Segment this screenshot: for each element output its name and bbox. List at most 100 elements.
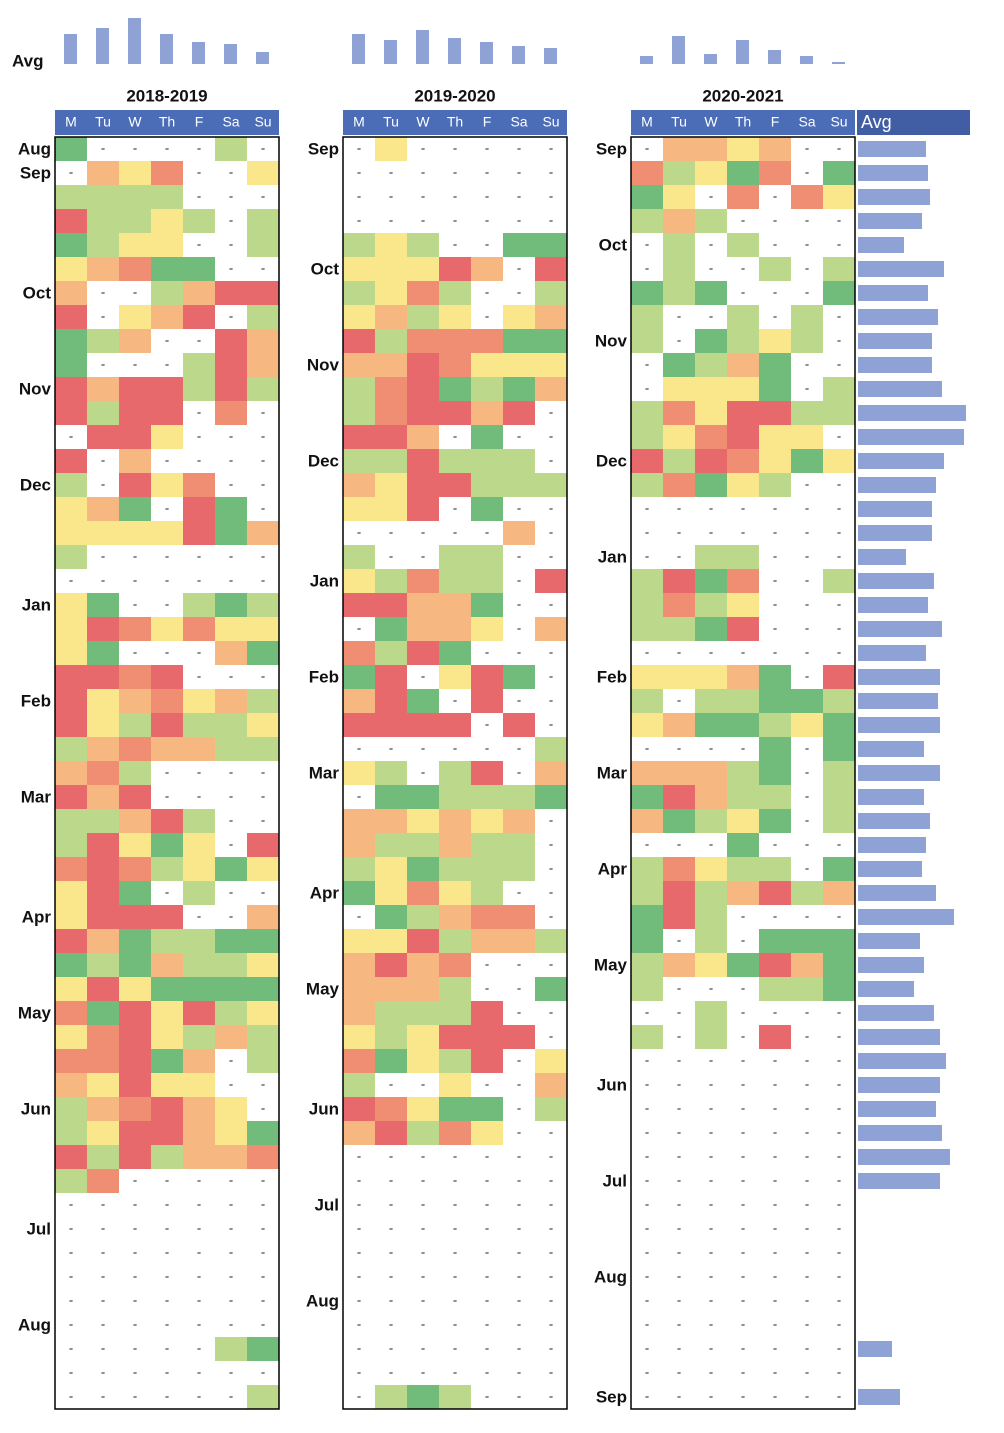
weekday-label: F (771, 114, 780, 130)
day-cell (343, 353, 375, 377)
day-cell (375, 977, 407, 1001)
day-cell (183, 1073, 215, 1097)
day-cell (87, 521, 119, 545)
day-cell (695, 593, 727, 617)
empty-day: - (197, 548, 201, 563)
empty-day: - (805, 596, 809, 611)
day-cell (631, 881, 663, 905)
empty-day: - (709, 1076, 713, 1091)
empty-day: - (517, 212, 521, 227)
day-cell (439, 857, 471, 881)
day-cell (407, 401, 439, 425)
weekday-label: Sa (222, 114, 239, 130)
empty-day: - (133, 1364, 137, 1379)
month-label: Feb (21, 691, 51, 710)
day-cell (823, 929, 855, 953)
empty-day: - (709, 1148, 713, 1163)
empty-day: - (453, 1268, 457, 1283)
month-label: Sep (596, 139, 627, 158)
day-cell (151, 209, 183, 233)
day-cell (151, 713, 183, 737)
day-cell (727, 137, 759, 161)
day-cell (695, 953, 727, 977)
day-avg-bar (832, 62, 845, 64)
day-cell (215, 713, 247, 737)
empty-day: - (741, 1148, 745, 1163)
empty-day: - (837, 212, 841, 227)
day-cell (119, 1121, 151, 1145)
month-label: Jun (597, 1075, 627, 1094)
empty-day: - (709, 1292, 713, 1307)
empty-day: - (229, 452, 233, 467)
day-cell (439, 401, 471, 425)
day-cell (87, 833, 119, 857)
empty-day: - (517, 428, 521, 443)
day-cell (343, 953, 375, 977)
day-cell (247, 977, 279, 1001)
week-avg-bar (858, 357, 932, 373)
empty-day: - (357, 1196, 361, 1211)
empty-day: - (485, 164, 489, 179)
day-cell (183, 521, 215, 545)
empty-day: - (741, 980, 745, 995)
day-cell (343, 305, 375, 329)
week-avg-bar (858, 1173, 940, 1189)
empty-day: - (261, 1076, 265, 1091)
day-cell (55, 137, 87, 161)
day-cell (87, 953, 119, 977)
empty-day: - (677, 1388, 681, 1403)
day-cell (55, 1049, 87, 1073)
empty-day: - (517, 284, 521, 299)
empty-day: - (261, 1172, 265, 1187)
day-cell (55, 1025, 87, 1049)
empty-day: - (421, 548, 425, 563)
empty-day: - (549, 812, 553, 827)
empty-day: - (549, 452, 553, 467)
day-cell (695, 545, 727, 569)
week-avg-bar (858, 549, 906, 565)
empty-day: - (485, 212, 489, 227)
month-label: May (306, 979, 340, 998)
empty-day: - (837, 1268, 841, 1283)
day-cell (55, 857, 87, 881)
day-cell (503, 833, 535, 857)
empty-day: - (549, 644, 553, 659)
day-cell (247, 305, 279, 329)
day-cell (87, 377, 119, 401)
day-cell (823, 881, 855, 905)
day-cell (151, 929, 183, 953)
empty-day: - (837, 1124, 841, 1139)
day-cell (631, 185, 663, 209)
day-cell (375, 641, 407, 665)
day-cell (759, 881, 791, 905)
empty-day: - (69, 1196, 73, 1211)
day-cell (823, 281, 855, 305)
day-cell (471, 353, 503, 377)
empty-day: - (517, 596, 521, 611)
empty-day: - (741, 1004, 745, 1019)
weekday-label: F (195, 114, 204, 130)
day-cell (183, 809, 215, 833)
day-cell (215, 497, 247, 521)
week-avg-bar (858, 669, 940, 685)
day-cell (151, 1025, 183, 1049)
day-avg-bar (768, 50, 781, 64)
empty-day: - (549, 1148, 553, 1163)
empty-day: - (229, 164, 233, 179)
day-cell (343, 257, 375, 281)
day-cell (663, 161, 695, 185)
empty-day: - (645, 1052, 649, 1067)
panel-border (630, 136, 856, 1410)
empty-day: - (741, 1172, 745, 1187)
month-label: Jul (602, 1171, 627, 1190)
empty-day: - (453, 164, 457, 179)
empty-day: - (805, 164, 809, 179)
empty-day: - (357, 164, 361, 179)
empty-day: - (773, 236, 777, 251)
empty-day: - (805, 860, 809, 875)
day-cell (823, 857, 855, 881)
day-cell (759, 377, 791, 401)
empty-day: - (741, 644, 745, 659)
day-cell (663, 401, 695, 425)
day-cell (183, 1097, 215, 1121)
